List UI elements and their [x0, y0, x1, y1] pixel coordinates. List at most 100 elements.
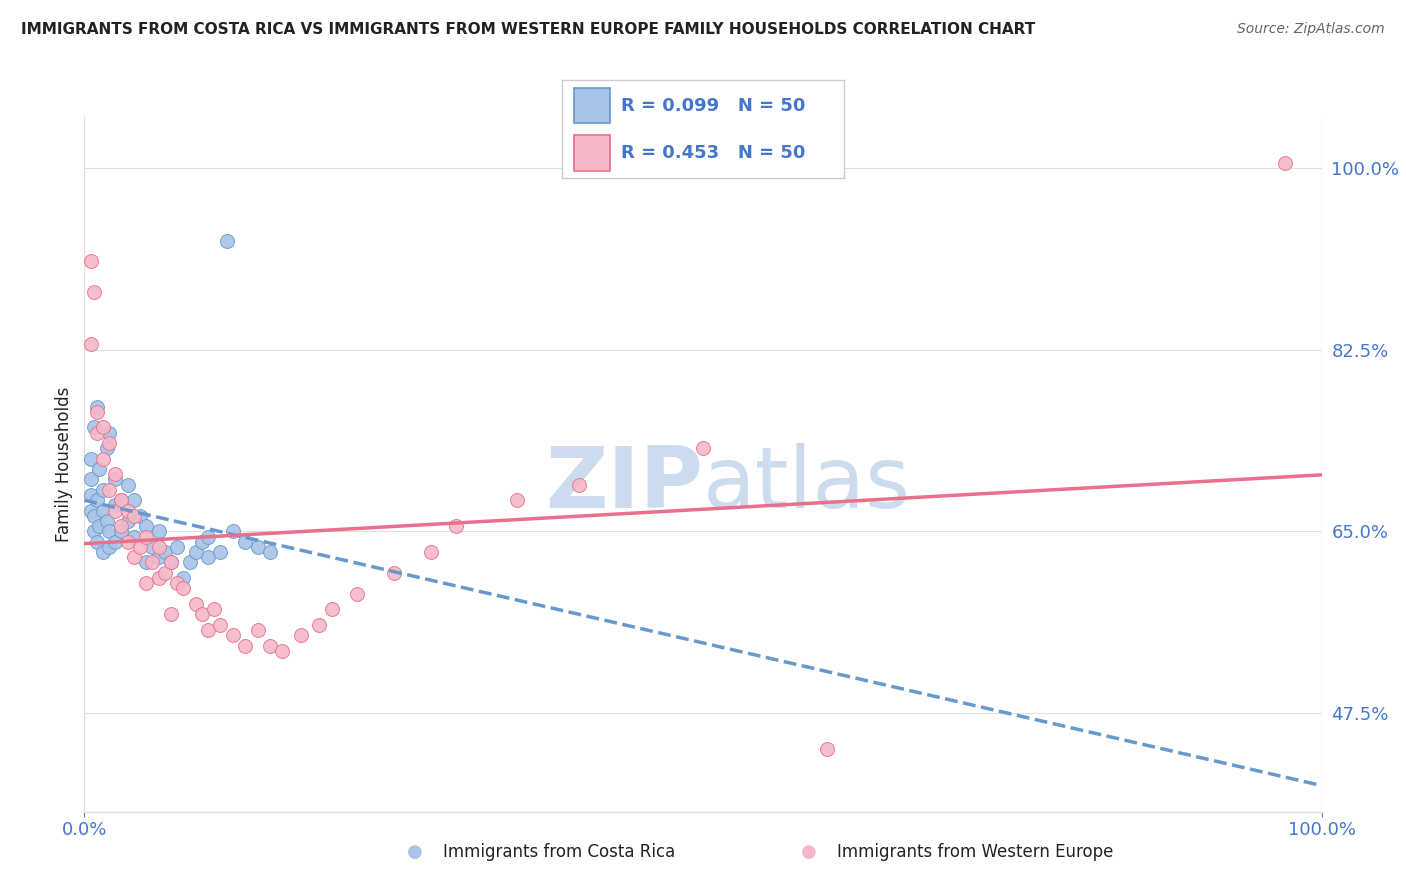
Bar: [574, 136, 610, 170]
Point: [79, 254, 101, 268]
Point: [89, 519, 111, 533]
Point: [148, 540, 170, 554]
Point: [179, 556, 201, 570]
Point: [222, 524, 245, 539]
Point: [141, 556, 163, 570]
Point: [202, 602, 225, 616]
Point: [233, 534, 256, 549]
Point: [197, 623, 219, 637]
Text: Source: ZipAtlas.com: Source: ZipAtlas.com: [1237, 22, 1385, 37]
Point: [444, 519, 467, 533]
Point: [98, 524, 121, 539]
Point: [129, 540, 152, 554]
Point: [117, 503, 139, 517]
Point: [271, 644, 294, 658]
Point: [104, 467, 127, 482]
Point: [148, 524, 170, 539]
Point: [321, 602, 343, 616]
Text: R = 0.453   N = 50: R = 0.453 N = 50: [621, 144, 806, 161]
Point: [91, 451, 114, 466]
Point: [83, 420, 105, 434]
Point: [568, 477, 591, 491]
Point: [419, 545, 441, 559]
Point: [117, 534, 139, 549]
Point: [79, 472, 101, 486]
Point: [86, 425, 108, 440]
Point: [308, 617, 330, 632]
Text: ●: ●: [800, 843, 817, 861]
Text: Immigrants from Costa Rica: Immigrants from Costa Rica: [443, 843, 675, 861]
Point: [246, 540, 269, 554]
Point: [135, 576, 157, 591]
Point: [191, 534, 214, 549]
Point: [79, 337, 101, 351]
Point: [197, 529, 219, 543]
Point: [110, 493, 132, 508]
Point: [692, 442, 714, 456]
Point: [160, 556, 183, 570]
Point: [160, 556, 183, 570]
Point: [79, 488, 101, 502]
Point: [110, 524, 132, 539]
Point: [96, 442, 118, 456]
Point: [148, 550, 170, 565]
Point: [135, 556, 157, 570]
Point: [117, 477, 139, 491]
Text: ZIP: ZIP: [546, 443, 703, 526]
Point: [172, 571, 194, 585]
Y-axis label: Family Households: Family Households: [55, 386, 73, 541]
Point: [104, 472, 127, 486]
Point: [117, 514, 139, 528]
Point: [233, 639, 256, 653]
Point: [98, 483, 121, 497]
Point: [83, 524, 105, 539]
Point: [122, 550, 145, 565]
Text: IMMIGRANTS FROM COSTA RICA VS IMMIGRANTS FROM WESTERN EUROPE FAMILY HOUSEHOLDS C: IMMIGRANTS FROM COSTA RICA VS IMMIGRANTS…: [21, 22, 1035, 37]
Point: [506, 493, 529, 508]
Point: [86, 534, 108, 549]
Point: [98, 436, 121, 450]
Point: [160, 607, 183, 622]
Point: [184, 545, 207, 559]
Point: [110, 493, 132, 508]
Point: [98, 425, 121, 440]
Point: [172, 582, 194, 596]
Point: [191, 607, 214, 622]
Bar: [574, 88, 610, 123]
Point: [135, 529, 157, 543]
Point: [89, 462, 111, 476]
Point: [86, 405, 108, 419]
Point: [91, 503, 114, 517]
Point: [148, 571, 170, 585]
Point: [166, 576, 188, 591]
Point: [346, 587, 368, 601]
Point: [91, 483, 114, 497]
Point: [184, 597, 207, 611]
Point: [91, 545, 114, 559]
Point: [197, 550, 219, 565]
Point: [79, 503, 101, 517]
Point: [382, 566, 405, 580]
Point: [246, 623, 269, 637]
Point: [122, 493, 145, 508]
Point: [104, 503, 127, 517]
Point: [815, 742, 838, 756]
Text: R = 0.099   N = 50: R = 0.099 N = 50: [621, 97, 806, 115]
Point: [153, 566, 176, 580]
Point: [129, 508, 152, 523]
Point: [83, 285, 105, 300]
Point: [86, 493, 108, 508]
Point: [209, 617, 232, 632]
Point: [104, 499, 127, 513]
Point: [259, 545, 281, 559]
Point: [153, 545, 176, 559]
Point: [79, 451, 101, 466]
Text: ●: ●: [406, 843, 423, 861]
Point: [86, 400, 108, 414]
Point: [104, 534, 127, 549]
Point: [141, 540, 163, 554]
Point: [96, 514, 118, 528]
Point: [110, 519, 132, 533]
Point: [290, 628, 312, 642]
Point: [215, 234, 238, 248]
